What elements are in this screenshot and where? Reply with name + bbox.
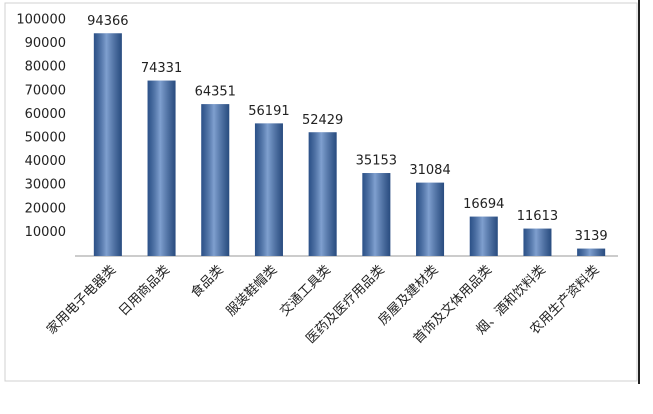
- bar-shine: [416, 182, 445, 256]
- bar-shine: [523, 228, 552, 256]
- bar-shine: [93, 33, 122, 257]
- bar-shine: [308, 132, 337, 256]
- y-tick-label: 10000: [25, 225, 66, 240]
- data-label: 31084: [409, 163, 450, 178]
- y-tick-label: 90000: [25, 36, 66, 51]
- y-tick-label: 50000: [25, 131, 66, 146]
- data-label: 64351: [195, 85, 236, 100]
- bar-shine: [147, 80, 176, 256]
- data-label: 56191: [248, 104, 289, 119]
- bar-shine: [469, 216, 498, 256]
- data-label: 74331: [141, 61, 182, 76]
- data-label: 3139: [575, 229, 608, 244]
- data-label: 94366: [87, 14, 128, 29]
- y-tick-label: 20000: [25, 201, 66, 216]
- bar-shine: [362, 173, 391, 256]
- bar-shine: [201, 104, 230, 256]
- data-label: 11613: [517, 209, 558, 224]
- bar-shine: [577, 248, 606, 256]
- y-tick-label: 70000: [25, 83, 66, 98]
- y-tick-label: 60000: [25, 107, 66, 122]
- y-tick-label: 100000: [16, 13, 66, 28]
- data-label: 35153: [356, 154, 397, 169]
- y-tick-label: 80000: [25, 60, 66, 75]
- y-tick-label: 40000: [25, 154, 66, 169]
- data-label: 16694: [463, 197, 504, 212]
- y-tick-label: 30000: [25, 178, 66, 193]
- data-label: 52429: [302, 113, 343, 128]
- bar-shine: [254, 123, 283, 256]
